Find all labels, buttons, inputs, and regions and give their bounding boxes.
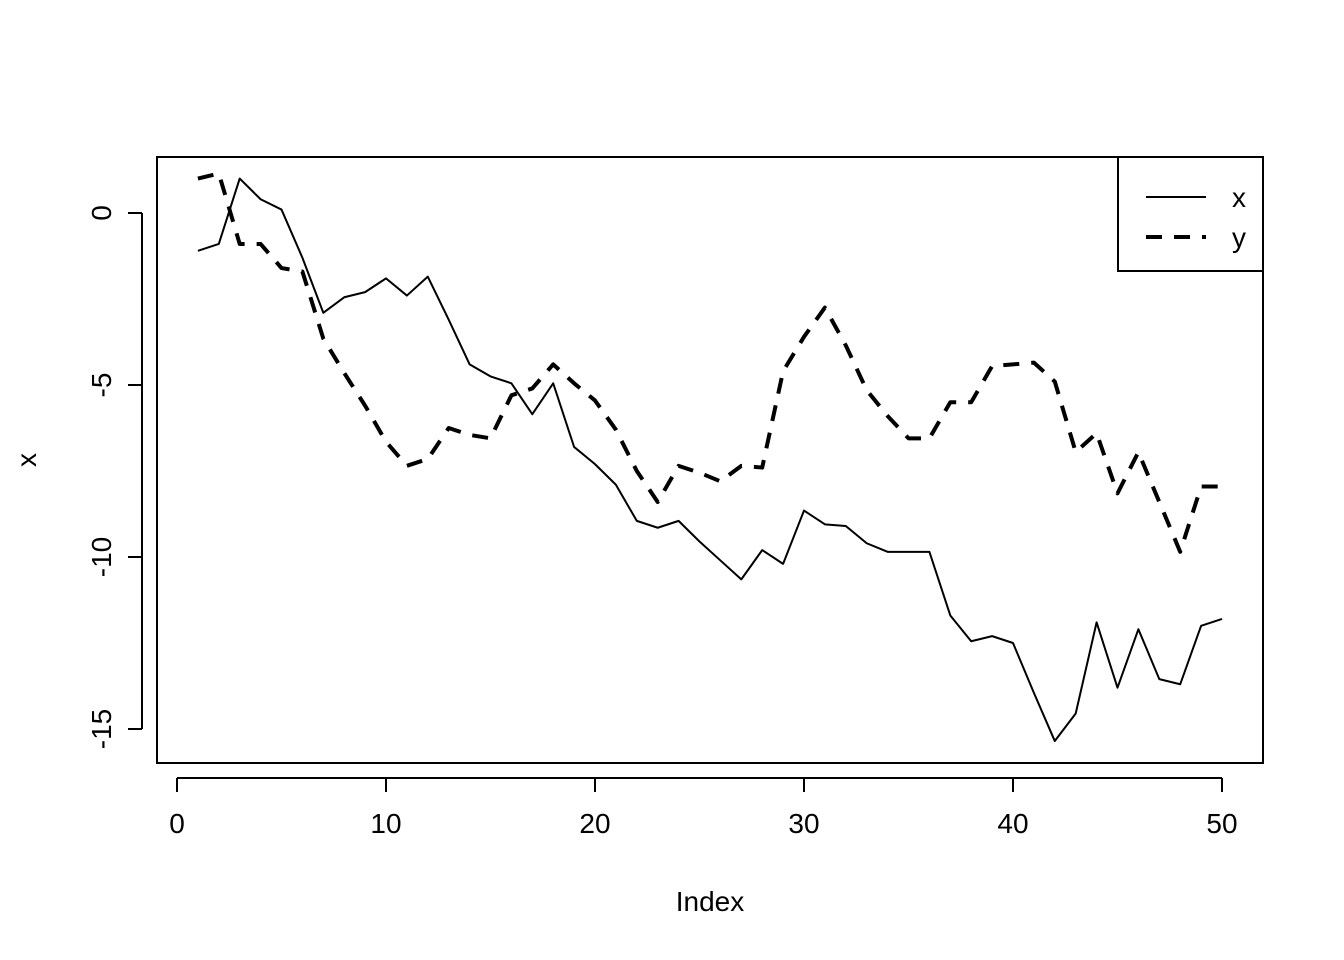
y-tick-label: 0 bbox=[86, 205, 117, 221]
series-line-y bbox=[197, 171, 1222, 554]
x-tick-label: 0 bbox=[169, 808, 185, 839]
y-tick-label: -10 bbox=[86, 537, 117, 577]
x-axis-label: Index bbox=[676, 886, 745, 917]
plot-frame bbox=[156, 156, 1264, 764]
x-tick-label: 30 bbox=[788, 808, 819, 839]
series-line-x bbox=[197, 177, 1223, 743]
legend-box bbox=[1117, 156, 1264, 272]
legend-label-x: x bbox=[1232, 182, 1246, 213]
y-tick-label: -5 bbox=[86, 373, 117, 398]
x-tick-label: 20 bbox=[579, 808, 610, 839]
series-layer bbox=[197, 171, 1223, 743]
x-tick-label: 50 bbox=[1206, 808, 1237, 839]
x-tick-label: 40 bbox=[997, 808, 1028, 839]
x-tick-label: 10 bbox=[370, 808, 401, 839]
legend: x y bbox=[1117, 156, 1264, 272]
y-axis-label: x bbox=[11, 453, 42, 467]
legend-label-y: y bbox=[1232, 222, 1246, 253]
x-axis: 0 10 20 30 40 50 bbox=[169, 777, 1238, 839]
y-tick-label: -15 bbox=[86, 709, 117, 749]
y-axis: 0 -5 -10 -15 bbox=[86, 205, 143, 749]
